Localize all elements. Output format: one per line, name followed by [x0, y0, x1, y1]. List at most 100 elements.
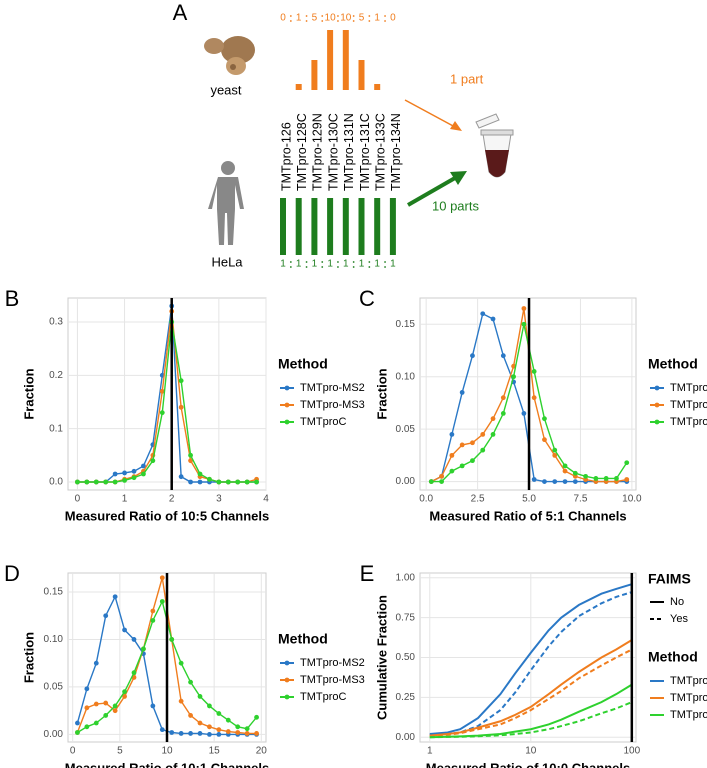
data-point: [122, 627, 127, 633]
ratio-label: 1: [327, 259, 333, 270]
channel-label: TMTpro-126: [279, 122, 293, 191]
hela-bar: [311, 198, 318, 255]
hela-bar: [295, 198, 302, 255]
ratio-label: 0: [280, 13, 286, 24]
ratio-colon: [337, 261, 339, 263]
hela-bar: [374, 198, 381, 255]
data-point: [75, 730, 80, 735]
data-point: [552, 479, 558, 485]
data-point: [562, 468, 568, 474]
data-point: [225, 717, 231, 723]
ratio-colon: [368, 261, 371, 263]
legend-title: FAIMS: [648, 571, 691, 587]
series-line: [429, 591, 633, 736]
y-tick-label: 1.00: [396, 572, 416, 583]
legend-key: [284, 385, 290, 391]
y-tick-label: 0.10: [396, 371, 416, 382]
data-point: [207, 732, 212, 737]
data-point: [439, 479, 444, 485]
data-point: [141, 471, 146, 477]
data-point: [131, 468, 137, 474]
channel-label: TMTpro-131N: [342, 113, 356, 191]
ratio-colon: [305, 15, 308, 17]
yeast-bar: [358, 60, 365, 90]
data-point: [244, 726, 250, 732]
data-point: [141, 463, 146, 469]
ratio-colon: [305, 261, 308, 263]
x-tick-label: 3: [216, 494, 222, 505]
data-point: [131, 637, 137, 642]
data-point: [235, 730, 241, 735]
ratio-label: 1: [343, 259, 349, 270]
data-point: [521, 411, 527, 416]
data-point: [159, 575, 165, 581]
data-point: [244, 731, 250, 736]
data-point: [197, 694, 203, 699]
data-point: [93, 479, 99, 485]
data-point: [235, 724, 241, 730]
yeast-icon: [204, 36, 255, 75]
channel-label: TMTpro-131C: [358, 113, 372, 191]
data-point: [254, 714, 259, 720]
data-point: [572, 479, 578, 485]
data-point: [428, 479, 434, 485]
ratio-colon: [352, 15, 355, 17]
y-tick-label: 0.00: [396, 732, 416, 743]
y-tick-label: 0.25: [396, 692, 416, 703]
data-point: [93, 660, 99, 666]
x-tick-label: 20: [256, 746, 268, 757]
data-point: [178, 698, 184, 704]
data-point: [542, 437, 547, 443]
hela-bar: [358, 198, 365, 255]
ratio-colon: [352, 261, 355, 263]
y-tick-label: 0.1: [49, 423, 63, 434]
series-line: [429, 583, 633, 736]
data-point: [552, 447, 558, 453]
data-point: [112, 471, 118, 477]
data-point: [207, 724, 212, 730]
data-point: [207, 476, 212, 482]
x-axis-label: Measured Ratio of 5:1 Channels: [429, 508, 626, 523]
x-tick-label: 15: [209, 746, 221, 757]
data-point: [480, 447, 486, 453]
ratio-label: 1: [374, 259, 380, 270]
data-point: [459, 390, 465, 395]
y-axis-label: Cumulative Fraction: [374, 595, 389, 720]
series-line: [429, 683, 633, 739]
ratio-label: 5: [359, 13, 365, 24]
ratio-colon: [289, 20, 292, 22]
data-point: [490, 431, 496, 437]
data-point: [490, 416, 496, 422]
y-tick-label: 0.00: [396, 476, 416, 487]
data-point: [542, 416, 547, 422]
data-point: [572, 470, 578, 476]
data-point: [521, 321, 527, 327]
data-point: [188, 713, 193, 718]
data-point: [593, 476, 599, 481]
ratio-label: 1: [296, 259, 302, 270]
data-point: [531, 477, 537, 482]
ratio-label: 1: [280, 259, 286, 270]
legend-label: TMTpro-MS2: [300, 657, 365, 669]
panel-label: B: [5, 286, 20, 311]
data-point: [188, 452, 193, 458]
data-point: [459, 442, 465, 448]
data-point: [131, 475, 137, 481]
y-axis-label: Fraction: [21, 632, 36, 683]
x-tick-label: 2.5: [471, 494, 485, 505]
data-point: [480, 311, 486, 317]
ratio-colon: [368, 15, 371, 17]
x-axis-label: Measured Ratio of 10:5 Channels: [65, 508, 269, 523]
legend-label: TMTpro-MS3: [300, 399, 365, 411]
ratio-colon: [289, 266, 292, 268]
data-point: [531, 395, 537, 401]
ratio-colon: [305, 266, 308, 268]
data-point: [216, 479, 222, 485]
data-point: [500, 411, 506, 416]
data-point: [169, 637, 175, 642]
data-point: [216, 732, 222, 737]
hela-bar: [280, 198, 286, 255]
data-point: [112, 479, 118, 485]
data-point: [159, 388, 165, 394]
ratio-label: 1: [296, 13, 302, 24]
